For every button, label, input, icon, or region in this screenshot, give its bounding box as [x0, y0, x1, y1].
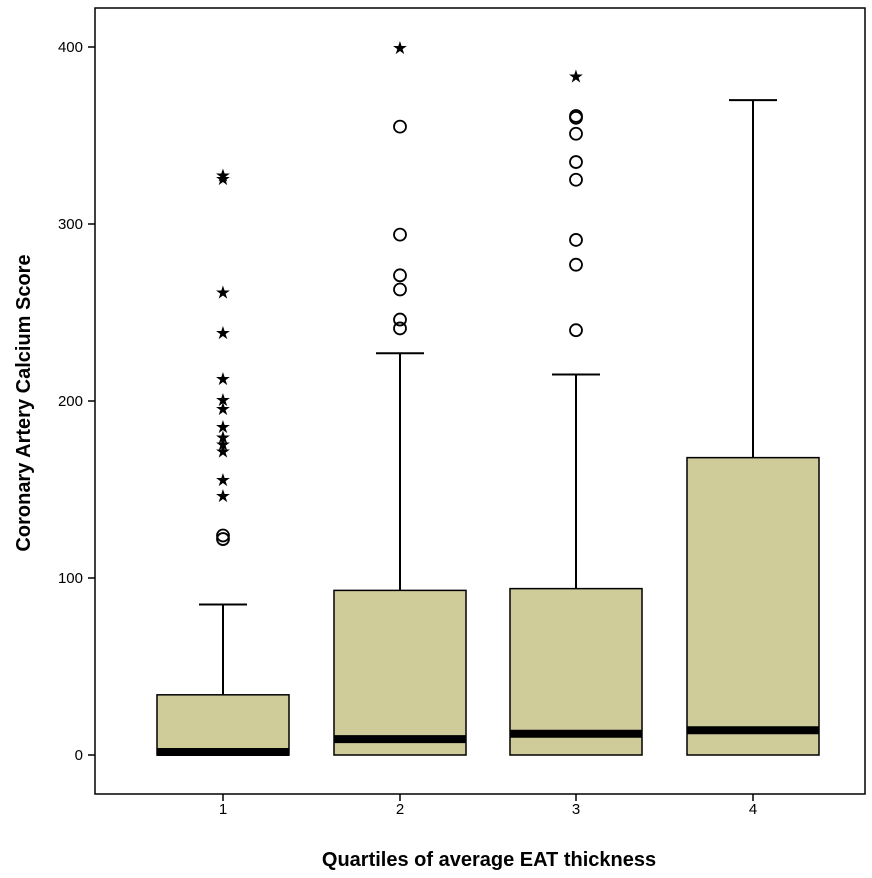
extreme-point: ★ [215, 390, 231, 411]
extreme-point: ★ [215, 165, 231, 186]
x-tick-label: 3 [572, 801, 580, 818]
x-axis: 1 2 3 4 [219, 794, 757, 818]
y-tick-label: 100 [58, 570, 83, 587]
outlier-point [570, 259, 582, 271]
extreme-point: ★ [568, 66, 584, 87]
box-2: ★ [334, 38, 466, 755]
outlier-point [394, 314, 406, 326]
outlier-point [570, 324, 582, 336]
outlier-point [570, 128, 582, 140]
extreme-point: ★ [215, 369, 231, 390]
outlier-point [394, 229, 406, 241]
extreme-point: ★ [392, 38, 408, 59]
outlier-point [394, 121, 406, 133]
iqr-box [157, 695, 289, 755]
y-axis: 0 100 200 300 400 [58, 39, 95, 764]
x-tick-label: 1 [219, 801, 227, 818]
extreme-point: ★ [215, 323, 231, 344]
y-axis-title: Coronary Artery Calcium Score [13, 254, 35, 551]
outlier-point [570, 174, 582, 186]
x-axis-title: Quartiles of average EAT thickness [322, 849, 656, 871]
outlier-point [570, 156, 582, 168]
box-4 [687, 100, 819, 755]
x-tick-label: 2 [396, 801, 404, 818]
y-tick-label: 0 [75, 747, 83, 764]
extreme-point: ★ [215, 282, 231, 303]
box-1: ★★★★★★★★★★★★★ [157, 165, 289, 755]
y-tick-label: 200 [58, 393, 83, 410]
outlier-point [394, 283, 406, 295]
x-tick-label: 4 [749, 801, 757, 818]
extreme-point: ★ [215, 470, 231, 491]
iqr-box [687, 458, 819, 755]
y-tick-label: 400 [58, 39, 83, 56]
box-3: ★ [510, 66, 642, 755]
box-group: ★★★★★★★★★★★★★★★ [157, 38, 819, 755]
y-tick-label: 300 [58, 216, 83, 233]
outlier-point [394, 269, 406, 281]
iqr-box [334, 590, 466, 755]
outlier-point [570, 234, 582, 246]
